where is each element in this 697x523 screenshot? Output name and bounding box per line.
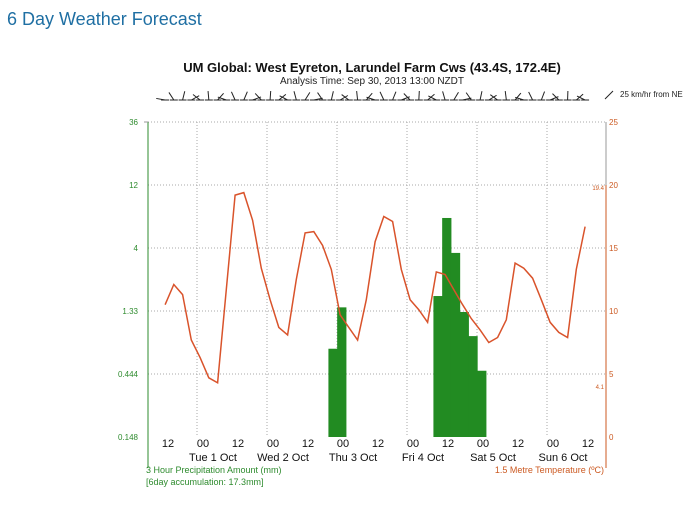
right-axis-label: 1.5 Metre Temperature (ºC) <box>495 465 604 475</box>
wind-barb <box>465 92 472 101</box>
wind-barb <box>504 91 507 101</box>
wind-barb <box>341 94 350 101</box>
right-tick-label: 25 <box>609 118 618 127</box>
precip-bar <box>337 307 347 437</box>
precip-bar <box>468 336 478 437</box>
wind-barb <box>365 92 373 101</box>
precip-bar <box>459 311 469 437</box>
gridlines <box>148 121 606 437</box>
day-label: Tue 1 Oct <box>189 452 237 464</box>
time-tick-label: 12 <box>232 438 244 450</box>
left-tick-label: 0.444 <box>118 370 139 379</box>
temperature-line <box>164 191 586 385</box>
page-title: 6 Day Weather Forecast <box>7 9 202 29</box>
wind-barb <box>269 90 272 101</box>
wind-barb <box>479 91 483 101</box>
wind-barb <box>514 92 522 101</box>
wind-barb <box>490 94 498 101</box>
day-label: Fri 4 Oct <box>402 452 444 464</box>
wind-barb <box>356 90 359 101</box>
wind-barb <box>254 93 262 101</box>
time-tick-label: 12 <box>162 438 174 450</box>
wind-barb <box>191 95 200 101</box>
precip-bar <box>442 217 452 437</box>
chart-title: UM Global: West Eyreton, Larundel Farm C… <box>183 60 561 75</box>
right-tick-label: 10 <box>609 307 618 316</box>
time-tick-label: 00 <box>197 438 209 450</box>
wind-barb <box>379 91 385 101</box>
temp-min-marker: 4.1 <box>596 385 605 391</box>
wind-barb <box>401 96 410 101</box>
day-label: Thu 3 Oct <box>329 452 377 464</box>
wind-barb <box>403 93 411 101</box>
time-tick-label: 00 <box>337 438 349 450</box>
temp-max-marker: 19.4 <box>592 186 604 192</box>
left-tick-label: 4 <box>134 244 139 253</box>
wind-barb <box>392 91 397 101</box>
right-tick-label: 15 <box>609 244 618 253</box>
wind-barb <box>317 92 323 101</box>
wind-barb <box>192 94 201 101</box>
left-tick-label: 0.148 <box>118 433 139 442</box>
left-tick-label: 36 <box>129 118 138 127</box>
wind-barb <box>207 90 210 101</box>
temperature-series <box>164 191 586 385</box>
wind-barb <box>428 95 437 101</box>
left-tick-label: 12 <box>129 181 138 190</box>
precip-bar <box>450 252 461 437</box>
wind-barb <box>243 91 248 101</box>
left-axis-label: 3 Hour Precipitation Amount (mm) <box>146 465 282 475</box>
day-label: Sat 5 Oct <box>470 452 516 464</box>
wind-barb <box>217 92 224 101</box>
time-tick-label: 00 <box>407 438 419 450</box>
chart-subtitle: Analysis Time: Sep 30, 2013 13:00 NZDT <box>280 76 464 87</box>
wind-barb <box>576 95 586 101</box>
wind-barb <box>304 92 311 101</box>
wind-barb <box>182 91 186 101</box>
left-tick-label: 1.33 <box>122 307 138 316</box>
wind-barbs <box>156 90 614 101</box>
wind-barb <box>279 95 288 101</box>
precip-bar <box>477 370 487 437</box>
axes: 0.148 0.444 1.33 4 12 36 0 5 10 15 20 25 12 00 12 00 12 0… <box>118 118 618 468</box>
wind-barb <box>168 92 175 101</box>
wind-barb <box>252 96 262 101</box>
right-tick-label: 20 <box>609 181 618 190</box>
accumulation-note: [6day accumulation: 17.3mm] <box>146 477 264 487</box>
wind-barb <box>330 91 334 101</box>
time-tick-label: 12 <box>512 438 524 450</box>
precip-bars <box>328 217 487 437</box>
time-tick-label: 00 <box>267 438 279 450</box>
time-tick-label: 00 <box>477 438 489 450</box>
wind-barb <box>453 92 459 101</box>
right-tick-label: 5 <box>609 370 614 379</box>
precip-bar <box>328 348 338 437</box>
wind-barb <box>488 94 497 101</box>
right-tick-label: 0 <box>609 433 614 442</box>
wind-barb <box>549 96 559 101</box>
wind-barb <box>230 91 236 101</box>
time-tick-label: 12 <box>302 438 314 450</box>
wind-barb <box>540 91 546 101</box>
wind-barb <box>293 91 297 101</box>
time-tick-label: 12 <box>372 438 384 450</box>
day-label: Sun 6 Oct <box>539 452 588 464</box>
wind-barb <box>552 93 560 101</box>
precip-bar <box>433 296 443 437</box>
time-tick-label: 12 <box>582 438 594 450</box>
day-label: Wed 2 Oct <box>257 452 309 464</box>
wind-barb <box>339 95 349 101</box>
wind-barb <box>528 91 534 101</box>
time-tick-label: 00 <box>547 438 559 450</box>
wind-barb <box>442 91 446 101</box>
wind-legend: 25 km/hr from NE <box>620 90 683 99</box>
wind-legend-barb <box>604 90 614 100</box>
time-tick-label: 12 <box>442 438 454 450</box>
